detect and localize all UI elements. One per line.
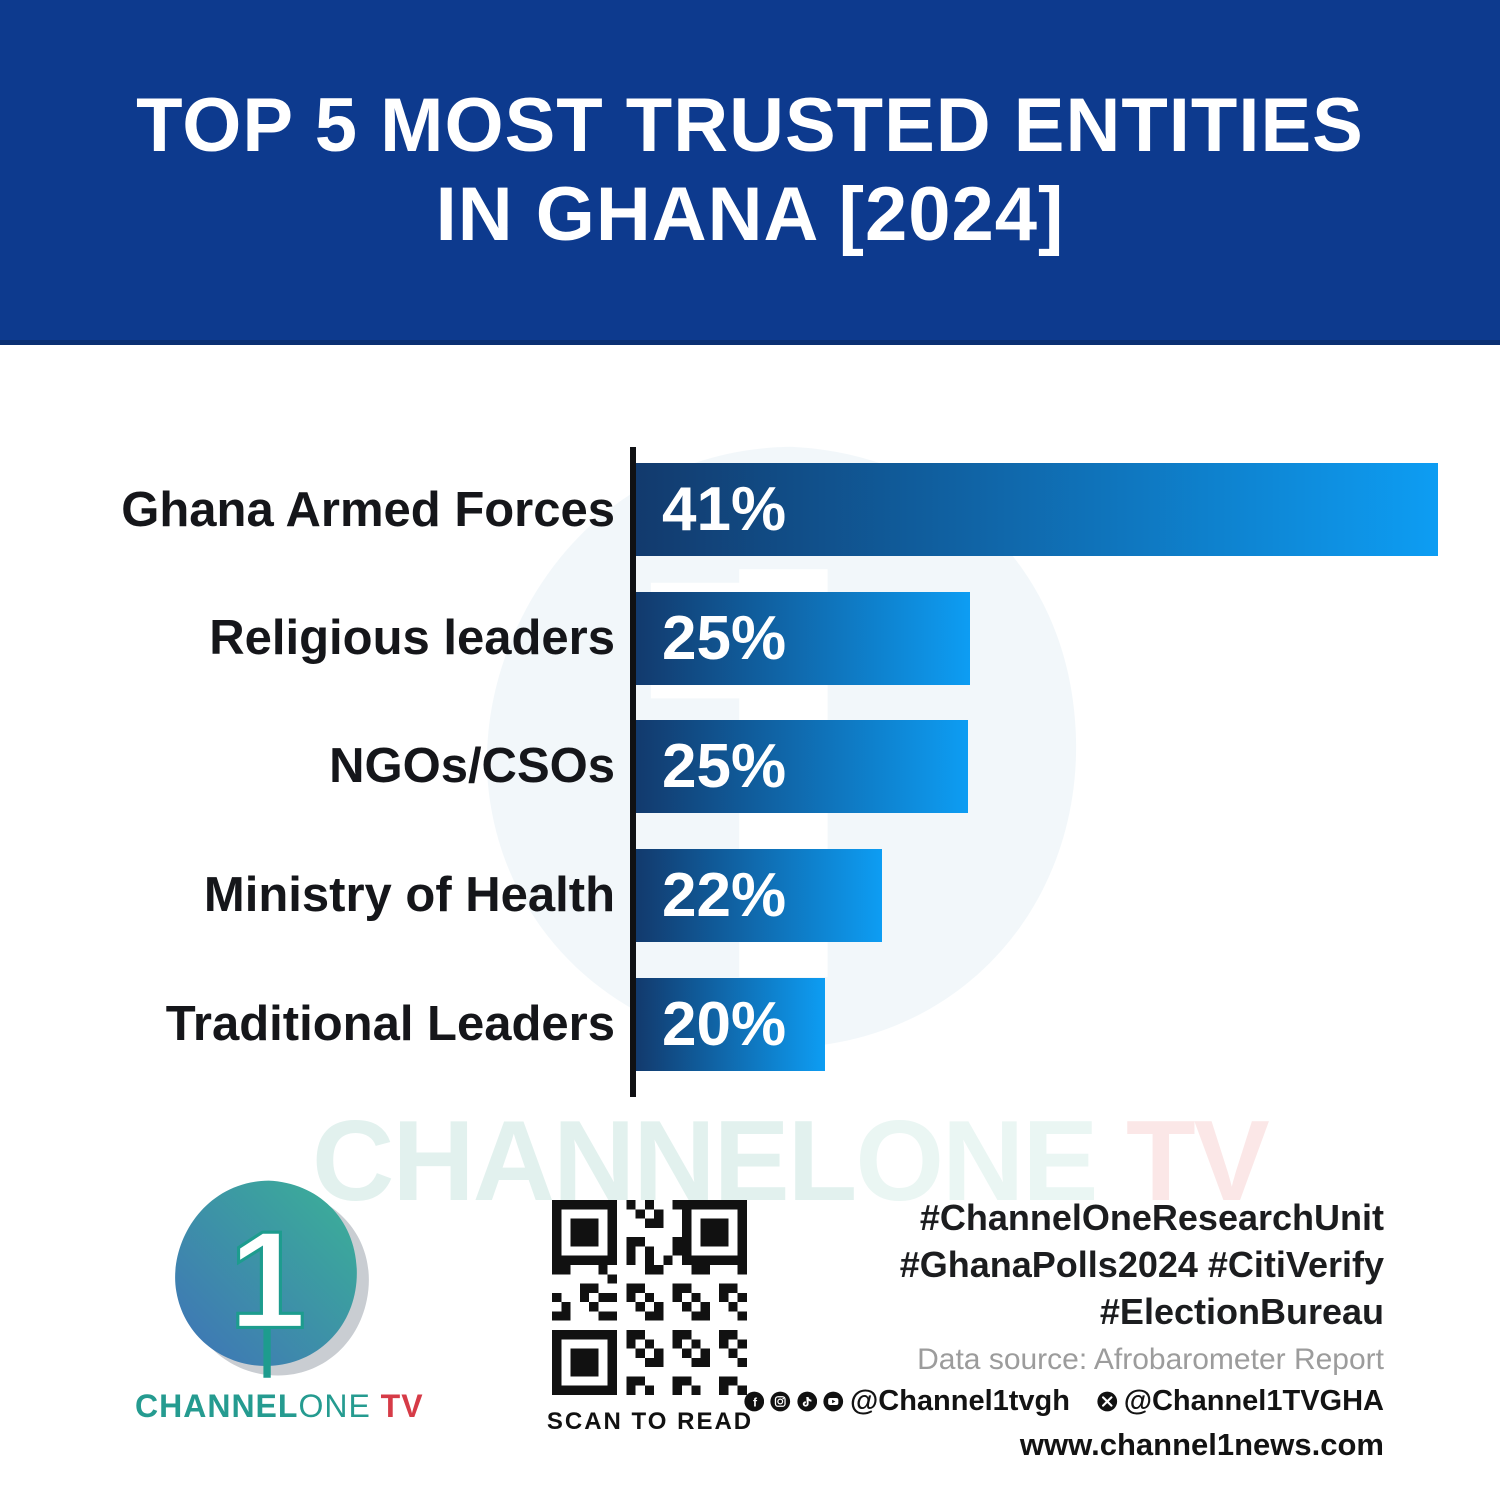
hashtag-line-1: #ChannelOneResearchUnit: [919, 1197, 1384, 1238]
bar-value-label: 25%: [662, 604, 787, 673]
bar-ghana-armed-forces: 41%: [636, 463, 1438, 556]
website-url: www.channel1news.com: [1019, 1427, 1384, 1462]
page-title-line2: IN GHANA [2024]: [435, 172, 1065, 257]
bar-ngos-csos: 25%: [636, 720, 968, 813]
category-label-traditional-leaders: Traditional Leaders: [165, 997, 615, 1051]
category-label-ministry-of-health: Ministry of Health: [203, 868, 615, 922]
social-handle-x: @Channel1TVGHA: [1123, 1384, 1384, 1417]
bar-value-label: 20%: [662, 990, 787, 1059]
social-row: f @Channel1tvgh @Channel1TVGHA: [744, 1384, 1384, 1417]
bar-traditional-leaders: 20%: [636, 978, 825, 1071]
logo-one-tail: [263, 1325, 271, 1378]
hashtag-line-3: #ElectionBureau: [1099, 1291, 1384, 1332]
bar-ministry-of-health: 22%: [636, 849, 882, 942]
category-label-ghana-armed-forces: Ghana Armed Forces: [121, 483, 615, 537]
facebook-icon: f: [744, 1391, 765, 1411]
x-icon: [1097, 1391, 1118, 1411]
chart-axis-line: [630, 447, 636, 1097]
social-handle-primary: @Channel1tvgh: [849, 1384, 1070, 1417]
title-banner: TOP 5 MOST TRUSTED ENTITIES IN GHANA [20…: [0, 0, 1500, 345]
category-label-religious-leaders: Religious leaders: [209, 611, 615, 665]
data-source-note: Data source: Afrobarometer Report: [917, 1343, 1384, 1376]
youtube-icon: [823, 1391, 844, 1411]
bar-value-label: 41%: [662, 475, 787, 544]
svg-text:f: f: [753, 1395, 758, 1409]
bar-value-label: 25%: [662, 732, 787, 801]
qr-code: [552, 1200, 747, 1395]
page-title-line1: TOP 5 MOST TRUSTED ENTITIES: [136, 83, 1364, 168]
logo-pebble-shape: [175, 1180, 357, 1366]
hashtag-line-2: #GhanaPolls2024 #CitiVerify: [899, 1244, 1384, 1285]
qr-caption: SCAN TO READ: [546, 1408, 754, 1435]
channel-one-logo: 1: [175, 1180, 369, 1378]
category-label-ngos-csos: NGOs/CSOs: [329, 739, 615, 793]
footer-right-column: #ChannelOneResearchUnit #GhanaPolls2024 …: [744, 1194, 1384, 1463]
brand-wordmark: CHANNELONE TV: [135, 1388, 424, 1424]
instagram-icon: [770, 1391, 791, 1411]
tiktok-icon: [797, 1391, 818, 1411]
bar-religious-leaders: 25%: [636, 592, 970, 685]
bar-value-label: 22%: [662, 861, 787, 930]
logo-numeral-one: 1: [229, 1203, 306, 1357]
